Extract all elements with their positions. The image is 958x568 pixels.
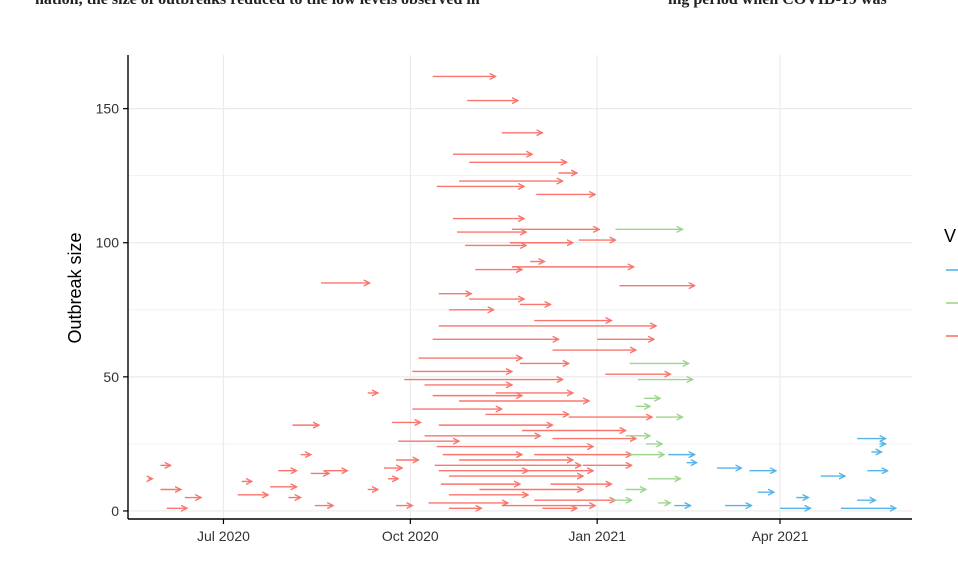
- y-tick-label: 150: [96, 101, 120, 117]
- legend: V: [944, 226, 958, 337]
- y-tick-label: 100: [96, 235, 120, 251]
- x-tick-label: Apr 2021: [752, 528, 809, 544]
- page-text-left: nation, the size of outbreaks reduced to…: [35, 0, 480, 9]
- x-tick-label: Jan 2021: [568, 528, 626, 544]
- y-axis-title: Outbreak size: [65, 232, 85, 343]
- x-tick-label: Oct 2020: [382, 528, 439, 544]
- x-tick-label: Jul 2020: [197, 528, 250, 544]
- grid-lines: [128, 55, 912, 519]
- axes: 0 50 100 150 Jul 2020 Oct 2020 Jan 2021 Apr 202…: [96, 55, 912, 544]
- chart-marks: [148, 76, 895, 508]
- legend-title: V: [944, 226, 956, 246]
- page-text-right: ing period when COVID-19 was: [668, 0, 887, 9]
- y-tick-label: 0: [111, 503, 119, 519]
- y-tick-label: 50: [103, 369, 119, 385]
